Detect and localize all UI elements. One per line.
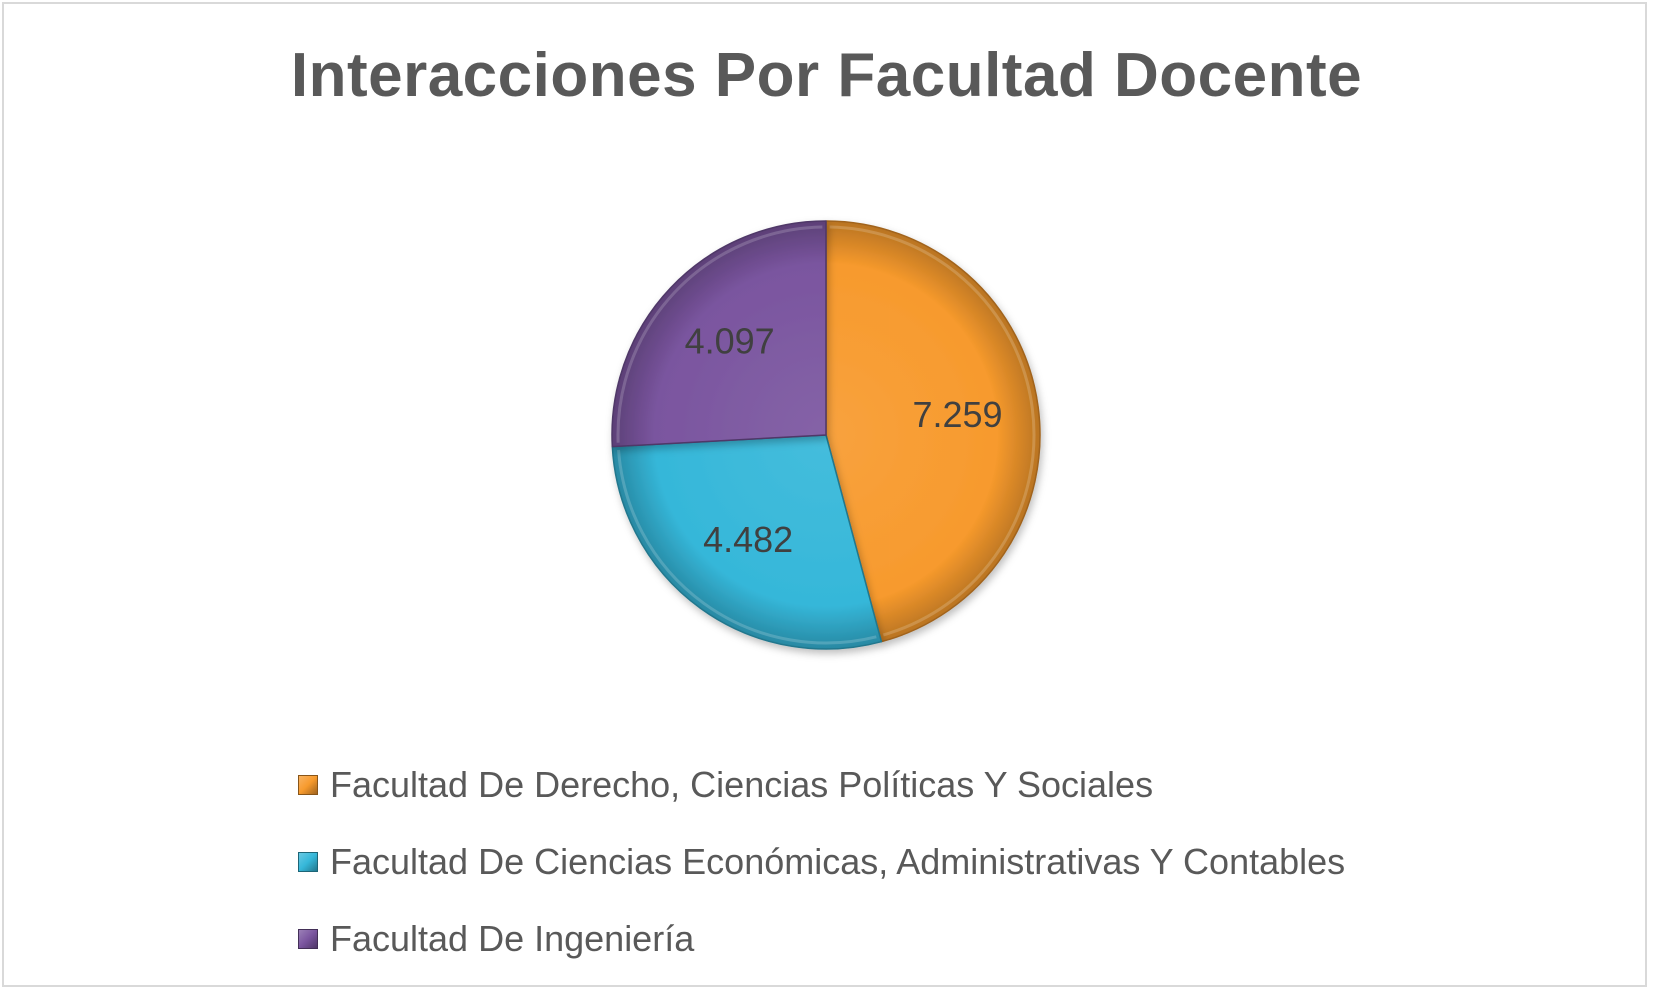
legend-item-2: Facultad De Ciencias Económicas, Adminis… [298,823,1345,900]
legend-label-2: Facultad De Ciencias Económicas, Adminis… [330,840,1346,882]
legend-label-3: Facultad De Ingeniería [330,917,695,959]
legend-swatch-2 [298,851,318,872]
data-label-1: 7.259 [912,394,1002,435]
chart-title: Interacciones Por Facultad Docente [290,41,1363,110]
data-label-3: 4.097 [685,320,775,361]
legend-label-1: Facultad De Derecho, Ciencias Políticas … [330,763,1154,805]
pie-slice-1 [825,220,1041,643]
pie-slice-bevel-3 [616,225,823,443]
pie-slice-bevel-1 [829,225,1036,637]
legend-item-1: Facultad De Derecho, Ciencias Políticas … [298,746,1345,823]
pie-slice-bevel-2 [617,449,877,645]
pie-slice-2 [611,434,883,650]
legend-item-3: Facultad De Ingeniería [298,900,1345,977]
legend-swatch-3 [298,928,318,949]
chart-legend: Facultad De Derecho, Ciencias Políticas … [298,746,1345,977]
legend-swatch-1 [298,774,318,795]
pie-slice-3 [611,220,827,448]
data-label-2: 4.482 [703,519,793,560]
